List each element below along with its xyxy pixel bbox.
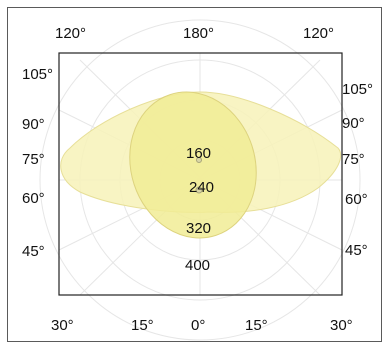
narrow-light-lobe xyxy=(129,91,257,239)
radial-value-320: 320 xyxy=(186,220,211,237)
right-angle-label-60: 60° xyxy=(345,191,368,208)
bottom-angle-label-30-left: 30° xyxy=(51,317,74,334)
left-angle-label-45: 45° xyxy=(22,243,45,260)
right-angle-label-90: 90° xyxy=(342,115,365,132)
right-angle-label-45: 45° xyxy=(345,242,368,259)
radial-value-160: 160 xyxy=(186,145,211,162)
bottom-angle-label-15-left: 15° xyxy=(131,317,154,334)
left-angle-label-90: 90° xyxy=(22,116,45,133)
left-angle-label-105: 105° xyxy=(22,66,53,83)
bottom-angle-label-15-right: 15° xyxy=(245,317,268,334)
bottom-angle-label-30-right: 30° xyxy=(330,317,353,334)
radial-value-240: 240 xyxy=(189,179,214,196)
right-angle-label-105: 105° xyxy=(342,81,373,98)
right-angle-label-75: 75° xyxy=(342,151,365,168)
left-angle-label-75: 75° xyxy=(22,151,45,168)
bottom-angle-label-0: 0° xyxy=(191,317,205,334)
top-angle-label-left: 120° xyxy=(55,25,86,42)
center-marker xyxy=(195,186,203,194)
center-marker-upper xyxy=(196,157,202,163)
radial-value-400: 400 xyxy=(185,257,210,274)
plot-border xyxy=(58,52,343,296)
top-angle-label-right: 120° xyxy=(303,25,334,42)
left-angle-label-60: 60° xyxy=(22,190,45,207)
top-angle-label-center: 180° xyxy=(183,25,214,42)
